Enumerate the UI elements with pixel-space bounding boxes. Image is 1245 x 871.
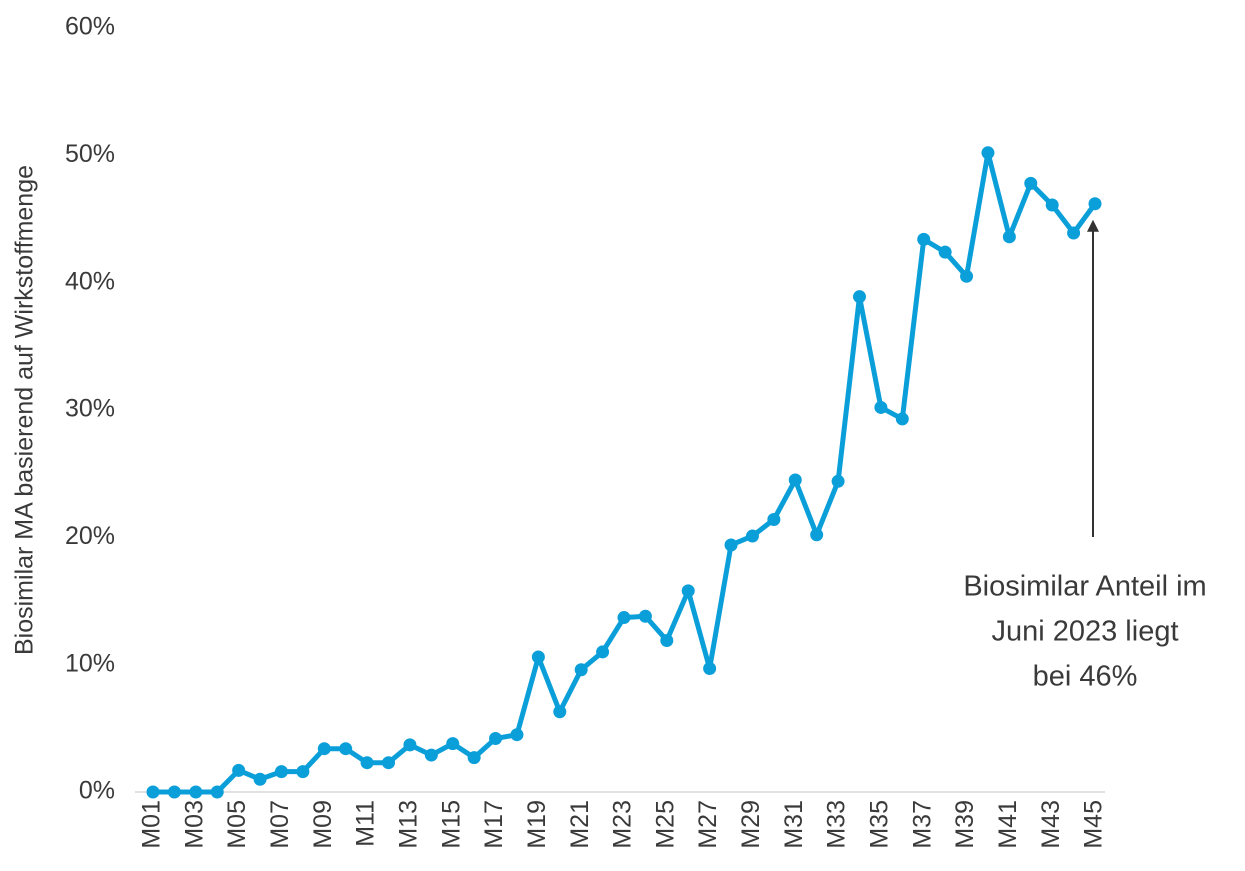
data-point <box>874 400 888 414</box>
data-point <box>895 412 909 426</box>
data-point <box>938 245 952 259</box>
data-point <box>724 538 738 552</box>
annotation-text: Biosimilar Anteil im <box>963 571 1206 603</box>
data-point <box>596 645 610 659</box>
data-point <box>638 609 652 623</box>
data-point <box>510 728 524 742</box>
data-point <box>745 529 759 543</box>
data-point <box>146 785 160 799</box>
data-point <box>296 765 310 779</box>
data-point <box>831 474 845 488</box>
data-point <box>853 290 866 304</box>
data-point <box>553 705 567 719</box>
y-tick-label: 0% <box>79 777 115 805</box>
data-point <box>360 756 374 770</box>
data-point <box>660 633 674 647</box>
annotation-arrowhead <box>1087 219 1099 232</box>
data-point <box>1067 226 1081 240</box>
data-point <box>232 763 246 777</box>
x-tick-label: M17 <box>480 800 508 849</box>
data-point <box>788 473 802 487</box>
data-point <box>1088 197 1102 211</box>
data-point <box>446 737 460 751</box>
x-tick-label: M11 <box>352 800 380 847</box>
data-point <box>382 756 395 770</box>
y-tick-label: 10% <box>65 649 115 677</box>
x-tick-label: M15 <box>437 800 465 849</box>
x-tick-label: M23 <box>609 800 637 849</box>
data-point <box>274 765 288 779</box>
x-tick-label: M35 <box>866 800 894 849</box>
data-point <box>960 269 974 283</box>
y-tick-label: 40% <box>65 267 115 295</box>
data-point <box>317 742 331 756</box>
x-tick-label: M27 <box>694 800 722 849</box>
x-tick-label: M43 <box>1037 800 1065 849</box>
data-point <box>1045 198 1059 212</box>
data-point <box>1002 230 1016 244</box>
x-tick-label: M29 <box>737 800 765 849</box>
data-point <box>703 661 717 675</box>
x-tick-label: M31 <box>780 800 808 849</box>
x-tick-label: M45 <box>1080 800 1108 849</box>
data-point <box>489 732 503 746</box>
data-point <box>403 738 417 752</box>
x-tick-label: M05 <box>223 800 251 849</box>
x-tick-label: M13 <box>395 800 423 849</box>
x-tick-label: M39 <box>951 800 979 849</box>
annotation-text: bei 46% <box>1033 661 1138 693</box>
y-tick-label: 50% <box>65 140 115 168</box>
data-point <box>917 232 931 246</box>
data-point <box>681 584 695 598</box>
x-tick-label: M25 <box>651 800 679 849</box>
data-point <box>253 772 267 786</box>
x-tick-label: M21 <box>566 800 594 849</box>
series-line <box>153 150 1098 795</box>
data-point <box>617 611 631 625</box>
data-point <box>531 650 545 664</box>
data-point <box>210 785 224 799</box>
x-tick-label: M03 <box>180 800 208 849</box>
x-tick-label: M01 <box>138 800 166 849</box>
data-point <box>1024 176 1038 190</box>
data-point <box>574 663 588 677</box>
data-point <box>189 785 203 799</box>
data-point <box>810 528 824 542</box>
x-tick-label: M09 <box>309 800 337 849</box>
x-tick-label: M19 <box>523 800 551 849</box>
data-point <box>981 146 995 160</box>
y-tick-label: 60% <box>65 13 115 41</box>
annotation-text: Juni 2023 liegt <box>991 616 1178 648</box>
x-tick-label: M07 <box>266 800 294 849</box>
y-axis-title: Biosimilar MA basierend auf Wirkstoffmen… <box>11 165 39 655</box>
x-tick-label: M33 <box>823 800 851 849</box>
x-tick-label: M37 <box>908 800 936 849</box>
y-tick-label: 20% <box>65 522 115 550</box>
x-tick-label: M41 <box>994 800 1022 849</box>
data-point <box>167 785 181 799</box>
data-point <box>767 513 781 527</box>
data-point <box>467 751 481 765</box>
y-tick-label: 30% <box>65 395 115 423</box>
data-point <box>424 748 438 762</box>
data-point <box>339 742 353 756</box>
